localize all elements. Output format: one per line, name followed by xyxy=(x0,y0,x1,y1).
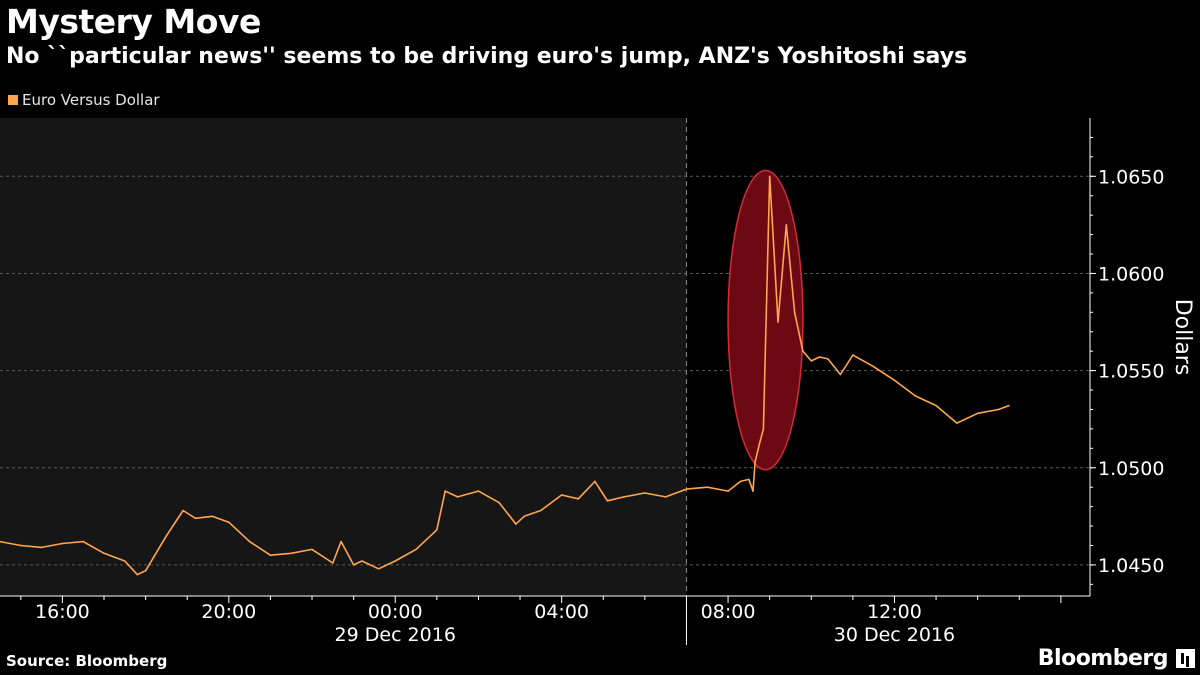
y-tick-label: 1.0450 xyxy=(1098,555,1164,577)
chart-title: Mystery Move xyxy=(6,2,261,41)
date-label: 30 Dec 2016 xyxy=(834,624,955,646)
x-tick-label: 04:00 xyxy=(534,601,589,623)
data-point xyxy=(560,494,563,496)
data-point xyxy=(594,480,596,483)
data-point xyxy=(785,224,788,226)
data-point xyxy=(606,499,609,502)
data-point xyxy=(165,534,168,537)
data-point xyxy=(1008,404,1010,407)
data-point xyxy=(61,542,64,545)
x-tick-label: 16:00 xyxy=(35,601,90,623)
data-point xyxy=(444,490,446,492)
data-point xyxy=(754,461,756,463)
data-point xyxy=(644,492,646,494)
data-point xyxy=(727,490,729,492)
data-point xyxy=(269,554,272,556)
data-point xyxy=(758,443,761,446)
x-tick-label: 20:00 xyxy=(201,601,256,623)
data-point xyxy=(706,486,709,488)
data-point xyxy=(768,175,771,178)
y-tick-label: 1.0650 xyxy=(1098,166,1164,188)
data-point xyxy=(352,564,355,566)
data-point xyxy=(893,379,896,382)
chart-subtitle: No ``particular news'' seems to be drivi… xyxy=(6,44,968,69)
data-point xyxy=(436,529,438,531)
data-point xyxy=(477,490,480,492)
data-point xyxy=(810,360,813,362)
data-point xyxy=(976,412,979,415)
data-point xyxy=(182,509,184,512)
data-point xyxy=(762,428,765,430)
source-note: Source: Bloomberg xyxy=(6,652,168,670)
y-tick-label: 1.0600 xyxy=(1098,263,1164,285)
data-point xyxy=(394,560,397,562)
data-point xyxy=(685,488,688,490)
data-point xyxy=(956,422,958,424)
y-tick-label: 1.0550 xyxy=(1098,361,1164,383)
data-point xyxy=(124,560,126,562)
data-point xyxy=(311,548,313,551)
data-point xyxy=(623,496,625,498)
data-point xyxy=(577,498,580,500)
data-point xyxy=(802,350,804,352)
data-point xyxy=(852,354,854,356)
bloomberg-terminal-icon xyxy=(1176,649,1195,668)
data-point xyxy=(523,515,525,518)
bloomberg-logo: Bloomberg xyxy=(1037,646,1169,671)
data-point xyxy=(664,496,667,498)
data-point xyxy=(211,515,213,518)
data-point xyxy=(777,321,779,323)
data-point xyxy=(136,573,139,576)
data-point xyxy=(361,560,363,562)
data-point xyxy=(793,311,796,314)
x-tick-label: 08:00 xyxy=(701,601,756,623)
data-point xyxy=(415,548,417,551)
data-point xyxy=(340,540,342,543)
date-label: 29 Dec 2016 xyxy=(335,624,456,646)
data-point xyxy=(40,546,43,549)
data-point xyxy=(456,496,459,498)
data-point xyxy=(935,404,937,407)
data-point xyxy=(377,567,380,570)
legend-label: Euro Versus Dollar xyxy=(22,91,160,109)
x-tick-label: 12:00 xyxy=(867,601,922,623)
data-point xyxy=(194,517,197,520)
shaded-region xyxy=(0,118,687,596)
data-point xyxy=(20,544,22,547)
data-point xyxy=(290,552,293,555)
data-point xyxy=(332,562,334,564)
data-point xyxy=(752,490,754,492)
data-point xyxy=(248,540,251,543)
data-point xyxy=(82,540,85,543)
data-point xyxy=(103,552,105,555)
data-point xyxy=(144,569,147,572)
y-tick-label: 1.0500 xyxy=(1098,458,1164,480)
data-point xyxy=(739,480,742,483)
y-axis-title: Dollars xyxy=(1170,299,1195,376)
data-point xyxy=(540,509,542,512)
data-point xyxy=(0,540,1,543)
data-point xyxy=(827,358,829,360)
legend-swatch xyxy=(8,95,18,105)
data-point xyxy=(914,395,917,397)
data-point xyxy=(748,478,750,481)
data-point xyxy=(839,373,842,376)
x-tick-label: 00:00 xyxy=(368,601,423,623)
data-point xyxy=(515,523,517,525)
data-point xyxy=(997,408,1000,411)
legend: Euro Versus Dollar xyxy=(8,91,160,109)
data-point xyxy=(498,501,501,504)
data-point xyxy=(818,356,821,358)
data-point xyxy=(872,365,875,368)
data-point xyxy=(228,521,230,523)
